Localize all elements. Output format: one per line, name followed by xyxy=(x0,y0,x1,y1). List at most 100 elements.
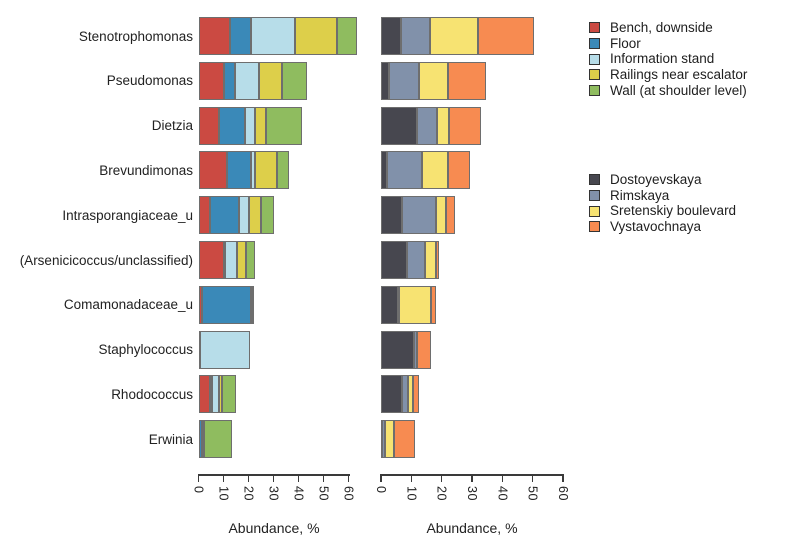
x-axis-tick xyxy=(501,474,504,482)
legend-swatch-icon xyxy=(589,69,600,81)
x-axis-tick-label: 40 xyxy=(495,486,510,501)
legend-label: Rimskaya xyxy=(610,187,670,203)
x-axis-title-right: Abundance, % xyxy=(426,520,518,536)
bar-segment xyxy=(406,241,425,279)
bar-segment xyxy=(435,241,439,279)
bar-segment xyxy=(218,375,223,414)
bar-segment xyxy=(437,106,450,145)
category-label: Intrasporangiaceae_u xyxy=(62,207,193,223)
bar-segment xyxy=(399,285,432,324)
bar-segment xyxy=(198,61,224,100)
legend-swatch-icon xyxy=(589,205,600,217)
bar-segment xyxy=(237,241,246,279)
legend-swatch-icon xyxy=(589,22,600,34)
bar-segment xyxy=(294,17,338,55)
bar-segment xyxy=(429,17,479,55)
bar-segment xyxy=(478,17,535,55)
bar-segment xyxy=(417,106,438,145)
legend-surfaces: Bench, downside Floor Information stand Rai… xyxy=(589,20,747,98)
x-axis-tick xyxy=(380,474,382,482)
bar-segment xyxy=(282,61,308,100)
x-axis-tick-label: 30 xyxy=(266,486,281,501)
bar-segment xyxy=(198,375,210,414)
category-label: Erwinia xyxy=(148,431,193,447)
bar-segment xyxy=(337,17,358,55)
bar-segment xyxy=(408,375,413,414)
bar-segment xyxy=(204,420,232,459)
x-axis-tick-label: 60 xyxy=(555,486,570,501)
legend-label: Wall (at shoulder level) xyxy=(610,82,747,98)
bar-segment xyxy=(218,106,245,145)
category-label: (Arsenicicoccus/unclassified) xyxy=(19,252,193,268)
bar-segment xyxy=(381,241,407,279)
legend-swatch-icon xyxy=(589,190,600,202)
legend-item: Information stand xyxy=(589,51,747,67)
category-label: Stenotrophomonas xyxy=(78,28,193,44)
x-axis-tick-label: 10 xyxy=(216,486,231,501)
bar-segment xyxy=(198,106,219,145)
x-axis-tick-label: 20 xyxy=(434,486,449,501)
category-label: Staphylococcus xyxy=(98,342,193,358)
legend-item: Sretenskiy boulevard xyxy=(589,203,736,219)
bar-segment xyxy=(402,196,436,235)
x-axis-tick-label: 40 xyxy=(291,486,306,501)
bar-segment xyxy=(381,106,418,145)
legend-label: Railings near escalator xyxy=(610,66,748,82)
legend-item: Bench, downside xyxy=(589,20,747,36)
legend-item: Wall (at shoulder level) xyxy=(589,83,747,99)
bar-segment xyxy=(224,241,238,279)
bar-segment xyxy=(277,151,289,190)
bar-segment xyxy=(400,17,430,55)
bar-segment xyxy=(384,420,395,459)
bar-segment xyxy=(266,106,303,145)
bar-segment xyxy=(251,151,255,190)
legend-item: Railings near escalator xyxy=(589,67,747,83)
bar-segment xyxy=(244,106,255,145)
legend-item: Vystavochnaya xyxy=(589,219,736,235)
legend-swatch-icon xyxy=(589,221,600,233)
x-axis-tick-label: 20 xyxy=(241,486,256,501)
bar-segment xyxy=(431,285,436,324)
bar-segment xyxy=(234,61,259,100)
bar-segment xyxy=(397,285,400,324)
category-label: Dietzia xyxy=(151,118,193,134)
x-axis-tick xyxy=(272,474,275,482)
bar-segment xyxy=(394,420,416,459)
bar-segment xyxy=(418,61,448,100)
category-label: Pseudomonas xyxy=(106,73,193,89)
x-axis-tick xyxy=(322,474,325,482)
x-axis-tick-label: 30 xyxy=(464,486,479,501)
bar-segment xyxy=(227,151,251,190)
bar-segment xyxy=(421,151,448,190)
bar-segment xyxy=(238,196,249,235)
bar-segment xyxy=(209,196,239,235)
bar-segment xyxy=(222,375,236,414)
x-axis-title-left: Abundance, % xyxy=(228,520,320,536)
x-axis-tick-label: 0 xyxy=(374,486,388,494)
bar-segment xyxy=(212,375,219,414)
legend-label: Bench, downside xyxy=(610,19,713,35)
bar-segment xyxy=(381,151,388,190)
x-axis-tick-label: 50 xyxy=(525,486,540,501)
legend-label: Vystavochnaya xyxy=(610,218,702,234)
x-axis-tick xyxy=(440,474,443,482)
bar-segment xyxy=(229,17,251,55)
x-axis-tick-label: 50 xyxy=(316,486,331,501)
bar-segment xyxy=(223,61,235,100)
x-axis-tick xyxy=(562,474,564,482)
bar-segment xyxy=(198,17,230,55)
bar-segment xyxy=(261,196,274,235)
x-axis-tick-label: 0 xyxy=(191,486,206,494)
x-axis-tick xyxy=(471,474,473,482)
bar-segment xyxy=(381,330,415,369)
bar-segment xyxy=(252,285,255,324)
bar-segment xyxy=(424,241,436,279)
bar-segment xyxy=(381,375,403,414)
bar-segment xyxy=(258,61,283,100)
bar-segment xyxy=(209,375,213,414)
bar-segment xyxy=(381,17,401,55)
bar-segment xyxy=(402,375,409,414)
x-axis-tick xyxy=(410,474,413,482)
bar-segment xyxy=(388,61,419,100)
bar-segment xyxy=(381,285,398,324)
